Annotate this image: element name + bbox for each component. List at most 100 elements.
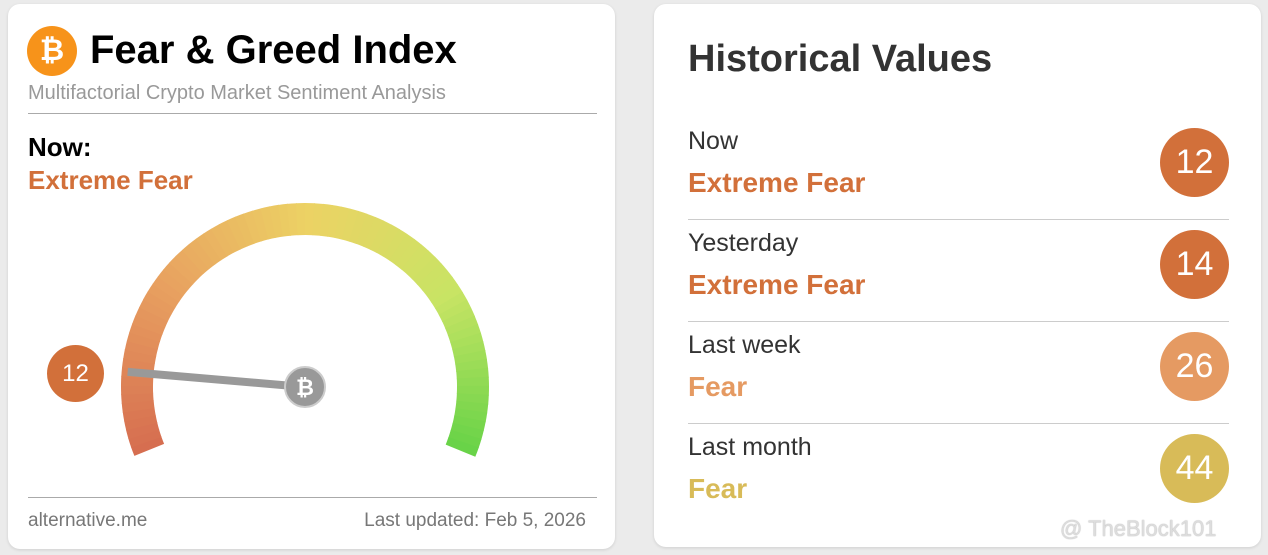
gauge-arc-segment xyxy=(455,400,489,414)
gauge-arc-segment xyxy=(181,243,210,274)
gauge-arc-segment xyxy=(445,315,479,336)
row-label: Last week xyxy=(688,331,801,359)
gauge-arc-segment xyxy=(260,206,277,240)
gauge-arc-segment xyxy=(389,233,415,266)
divider xyxy=(28,497,597,498)
gauge-arc-segment xyxy=(319,203,333,237)
bitcoin-icon: ₿ xyxy=(296,375,314,400)
gauge-arc-segment xyxy=(450,422,484,440)
gauge-arc-segment xyxy=(362,216,385,250)
gauge-arc-segment xyxy=(132,314,166,335)
gauge-arc-segment xyxy=(445,437,479,457)
gauge-arc-segment xyxy=(121,400,155,413)
subtitle: Multifactorial Crypto Market Sentiment A… xyxy=(28,82,446,104)
gauge-arc-segment xyxy=(243,210,262,244)
row-label: Yesterday xyxy=(688,229,799,257)
row-value: Extreme Fear xyxy=(688,269,866,300)
gauge-arc-segment xyxy=(121,392,154,404)
gauge-arc-segment xyxy=(129,323,163,343)
gauge-arc-segment xyxy=(406,250,436,280)
gauge-arc-segment xyxy=(305,203,315,236)
gauge: ₿ xyxy=(120,202,490,457)
gauge-arc-segment xyxy=(126,331,160,350)
now-value: Extreme Fear xyxy=(28,165,193,195)
site-link[interactable]: alternative.me xyxy=(28,510,148,531)
gauge-arc-segment xyxy=(401,244,429,275)
gauge-arc-segment xyxy=(454,408,488,423)
gauge-arc-segment xyxy=(395,238,422,270)
gauge-value-badge: 12 xyxy=(47,345,104,402)
gauge-arc-segment xyxy=(123,349,157,364)
gauge-arc-segment xyxy=(452,341,486,358)
gauge-arc-segment xyxy=(327,205,342,238)
gauge-arc-segment xyxy=(456,385,490,396)
gauge-arc-segment xyxy=(456,367,489,380)
score-circle: 44 xyxy=(1160,434,1229,503)
gauge-arc-segment xyxy=(135,306,169,329)
score-circle: 14 xyxy=(1160,230,1229,299)
gauge-arc-segment xyxy=(412,256,442,286)
row-label: Last month xyxy=(688,433,812,461)
gauge-arc-segment xyxy=(447,324,481,343)
gauge-arc-segment xyxy=(195,233,222,265)
gauge-arc-segment xyxy=(278,203,291,237)
gauge-arc-segment xyxy=(125,422,160,439)
gauge-arc-segment xyxy=(348,210,368,245)
gauge-arc-segment xyxy=(124,340,158,357)
gauge-arc-segment xyxy=(157,269,189,296)
gauge-arc-segment xyxy=(147,283,180,309)
page-title: Fear & Greed Index xyxy=(90,28,457,72)
gauge-arc-segment xyxy=(124,414,158,431)
bitcoin-icon: ₿ xyxy=(27,26,77,76)
gauge-arc-segment xyxy=(287,203,299,236)
gauge-arc-segment xyxy=(226,216,248,250)
gauge-arc-segment xyxy=(435,291,468,316)
score-circle: 12 xyxy=(1160,128,1229,197)
gauge-arc-segment xyxy=(210,224,235,257)
gauge-arc-segment xyxy=(130,436,165,456)
gauge-arc-segment xyxy=(422,269,453,297)
gauge-needle xyxy=(127,367,306,391)
gauge-arc-segment xyxy=(376,224,400,257)
gauge-arc-segment xyxy=(417,262,448,291)
gauge-arc-segment xyxy=(442,307,475,329)
gauge-arc-segment xyxy=(121,375,154,386)
gauge-arc-segment xyxy=(203,228,228,261)
gauge-arc-segment xyxy=(169,255,199,285)
row-label: Now xyxy=(688,127,739,155)
divider xyxy=(28,113,597,114)
gauge-arc-segment xyxy=(426,276,458,303)
gauge-arc-segment xyxy=(234,213,255,247)
history-row: Last week Fear 26 xyxy=(688,321,1229,424)
row-value: Fear xyxy=(688,371,748,402)
gauge-arc-segment xyxy=(175,249,204,280)
gauge-arc-segment xyxy=(128,429,162,448)
gauge-arc-segment xyxy=(448,429,482,449)
last-updated: Last updated: Feb 5, 2026 xyxy=(364,510,586,531)
fear-greed-card: ₿ Fear & Greed Index Multifactorial Cryp… xyxy=(8,4,615,549)
historical-values-card: Historical Values Now Extreme Fear 12 Yes… xyxy=(654,4,1261,547)
gauge-arc-segment xyxy=(143,290,176,315)
gauge-arc-segment xyxy=(341,208,359,242)
gauge-arc-segment xyxy=(120,384,154,395)
gauge-arc-segment xyxy=(122,358,155,372)
gauge-arc-segment xyxy=(431,284,463,309)
watermark: @ TheBlock101 xyxy=(1060,516,1217,541)
gauge-arc-segment xyxy=(163,262,194,291)
gauge-arc-segment xyxy=(356,213,376,247)
now-label: Now: xyxy=(28,132,92,162)
gauge-arc-segment xyxy=(152,276,184,302)
gauge-arc-segment xyxy=(452,415,486,432)
gauge-arc-segment xyxy=(188,238,216,270)
row-value: Extreme Fear xyxy=(688,167,866,198)
gauge-arc-segment xyxy=(450,332,484,350)
gauge-arc-segment xyxy=(382,229,408,261)
gauge-arc-segment xyxy=(369,220,393,254)
gauge-arc-segment xyxy=(296,202,306,236)
history-row: Yesterday Extreme Fear 14 xyxy=(688,219,1229,322)
needle-hub xyxy=(284,366,326,408)
section-title: Historical Values xyxy=(688,38,993,80)
gauge-arc-segment xyxy=(438,299,472,322)
gauge-arc-segment xyxy=(334,206,351,240)
history-row: Now Extreme Fear 12 xyxy=(688,117,1229,220)
